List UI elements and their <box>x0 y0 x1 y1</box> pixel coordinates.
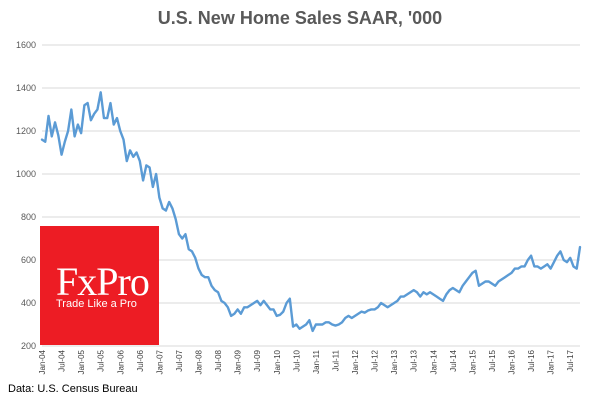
x-tick-label: Jan-04 <box>38 349 47 374</box>
x-tick-label: Jul-13 <box>410 349 419 371</box>
x-tick-label: Jul-16 <box>527 349 536 371</box>
y-tick-label: 1200 <box>16 126 36 136</box>
x-tick-label: Jan-15 <box>468 349 477 374</box>
y-tick-label: 1400 <box>16 83 36 93</box>
series-layer <box>40 91 582 333</box>
x-tick-label: Jul-08 <box>214 349 223 371</box>
x-tick-label: Jan-09 <box>234 349 243 374</box>
x-tick-label: Jan-08 <box>195 349 204 374</box>
series-line-new-home-sales <box>40 91 582 333</box>
logo-slogan: Trade Like a Pro <box>56 298 137 310</box>
x-tick-label: Jul-12 <box>371 349 380 371</box>
x-tick-label: Jan-07 <box>155 349 164 374</box>
x-tick-label: Jul-04 <box>58 349 67 371</box>
x-tick-label: Jul-09 <box>253 349 262 371</box>
y-tick-label: 800 <box>21 212 36 222</box>
x-tick-label: Jul-11 <box>331 349 340 371</box>
x-tick-label: Jul-17 <box>566 349 575 371</box>
x-tick-label: Jan-12 <box>351 349 360 374</box>
x-tick-label: Jan-14 <box>429 349 438 374</box>
gridlines <box>42 44 580 347</box>
y-axis-ticks: 200 400 600 800 1000 1200 1400 1600 <box>16 40 36 351</box>
y-tick-label: 400 <box>21 298 36 308</box>
x-tick-label: Jan-06 <box>116 349 125 374</box>
chart-title: U.S. New Home Sales SAAR, '000 <box>158 8 442 28</box>
x-tick-label: Jan-11 <box>312 349 321 373</box>
x-tick-label: Jul-14 <box>449 349 458 371</box>
source-note: Data: U.S. Census Bureau <box>8 383 138 395</box>
y-tick-label: 1000 <box>16 169 36 179</box>
x-tick-label: Jul-05 <box>97 349 106 371</box>
x-tick-label: Jan-10 <box>273 349 282 374</box>
logo-name: FxPro <box>56 259 150 304</box>
fxpro-logo: FxPro Trade Like a Pro <box>40 226 159 345</box>
x-axis-ticks: Jan-04 Jul-04 Jan-05 Jul-05 Jan-06 Jul-06 Jan-… <box>38 349 575 374</box>
x-tick-label: Jul-07 <box>175 349 184 371</box>
y-tick-label: 1600 <box>16 40 36 50</box>
x-tick-label: Jul-06 <box>136 349 145 371</box>
x-tick-label: Jan-13 <box>390 349 399 374</box>
x-tick-label: Jan-05 <box>77 349 86 374</box>
y-tick-label: 600 <box>21 255 36 265</box>
x-tick-label: Jan-16 <box>508 349 517 374</box>
x-tick-label: Jul-15 <box>488 349 497 371</box>
x-tick-label: Jan-17 <box>547 349 556 374</box>
y-tick-label: 200 <box>21 341 36 351</box>
x-tick-label: Jul-10 <box>292 349 301 371</box>
